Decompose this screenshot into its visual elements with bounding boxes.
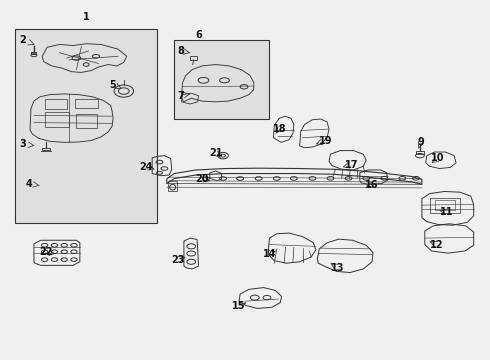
Text: 14: 14	[263, 248, 276, 258]
Text: 15: 15	[232, 301, 246, 311]
Text: 11: 11	[440, 207, 454, 217]
Text: 22: 22	[39, 247, 52, 257]
Text: 1: 1	[83, 12, 90, 22]
Bar	[45, 99, 67, 109]
Text: 18: 18	[273, 124, 287, 134]
Text: 6: 6	[195, 30, 202, 40]
Bar	[15, 30, 157, 223]
Text: 3: 3	[19, 139, 26, 149]
Bar	[435, 201, 455, 211]
Text: 4: 4	[25, 179, 32, 189]
Bar	[45, 112, 69, 127]
Text: 8: 8	[177, 46, 184, 56]
Bar	[168, 181, 176, 192]
Bar	[430, 198, 460, 213]
Text: 16: 16	[365, 180, 379, 190]
Text: 21: 21	[209, 148, 222, 158]
Text: 19: 19	[319, 136, 332, 145]
Text: 24: 24	[140, 162, 153, 172]
Text: 9: 9	[417, 138, 424, 147]
Text: 20: 20	[196, 174, 209, 184]
Bar	[76, 114, 97, 128]
Bar	[174, 40, 270, 119]
Text: 7: 7	[177, 91, 184, 101]
Bar	[75, 99, 98, 108]
Text: 17: 17	[345, 159, 358, 170]
Text: 10: 10	[431, 153, 445, 163]
Text: 12: 12	[430, 239, 443, 249]
Text: 13: 13	[331, 263, 344, 273]
Text: 2: 2	[19, 35, 26, 45]
Bar	[190, 56, 197, 60]
Text: 23: 23	[172, 255, 185, 265]
Text: 5: 5	[110, 80, 117, 90]
